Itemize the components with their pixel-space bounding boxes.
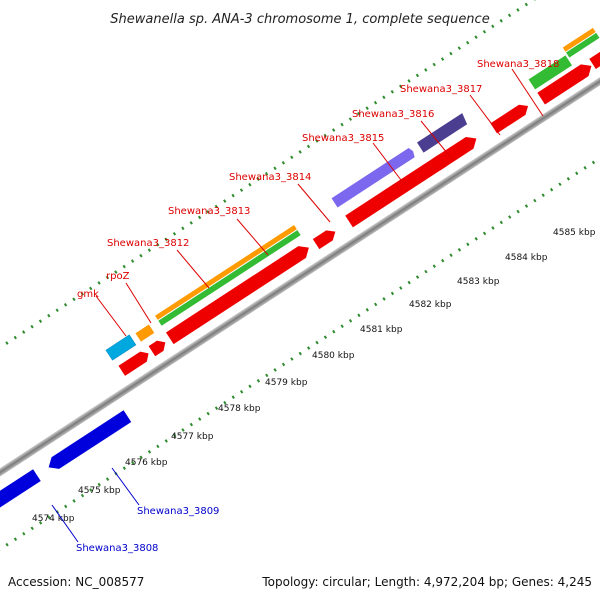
forward-gene-labels: gmk rpoZ Shewana3_3812 Shewana3_3813 She… — [77, 59, 559, 337]
gene-rpoz-orange[interactable] — [135, 324, 155, 342]
leader-rpoz — [125, 282, 152, 324]
tick-label: 4575 kbp — [78, 486, 121, 496]
leader-3816 — [420, 120, 453, 160]
tick-labels: 4574 kbp 4575 kbp 4576 kbp 4577 kbp 4578… — [32, 228, 596, 524]
cds-3816[interactable] — [490, 101, 531, 134]
label-3812[interactable]: Shewana3_3812 — [107, 238, 189, 249]
cds-3814[interactable] — [345, 150, 453, 228]
label-3814[interactable]: Shewana3_3814 — [229, 172, 311, 183]
tick-label: 4584 kbp — [505, 253, 548, 263]
tick-label: 4581 kbp — [360, 325, 403, 335]
reverse-genes — [0, 410, 132, 516]
gene-3814-purple[interactable] — [331, 147, 417, 208]
cds-3812[interactable] — [165, 242, 313, 345]
label-3818[interactable]: Shewana3_3818 — [477, 59, 559, 70]
topology-text: Topology: circular; Length: 4,972,204 bp… — [261, 575, 592, 589]
tick-label: 4577 kbp — [171, 432, 214, 442]
cds-3817[interactable] — [537, 60, 595, 105]
tick-label: 4583 kbp — [457, 277, 500, 287]
leader-gmk — [95, 295, 127, 337]
leader-3814 — [297, 183, 331, 223]
label-3816[interactable]: Shewana3_3816 — [352, 109, 434, 120]
tick-label: 4578 kbp — [218, 404, 261, 414]
tick-label: 4579 kbp — [265, 378, 308, 388]
tick-label: 4576 kbp — [125, 458, 168, 468]
cds-gmk[interactable] — [118, 348, 151, 376]
label-3808[interactable]: Shewana3_3808 — [76, 543, 158, 554]
cds-rpoz[interactable] — [148, 337, 169, 357]
leader-3817 — [469, 94, 501, 136]
leader-3809 — [111, 467, 140, 506]
cds-3808[interactable] — [0, 469, 41, 516]
leader-3818 — [511, 68, 544, 117]
gene-gmk[interactable] — [105, 334, 137, 361]
gene-3815-indigo[interactable] — [417, 113, 469, 153]
gene-3812-green[interactable] — [158, 230, 301, 326]
tick-label: 4582 kbp — [409, 300, 452, 310]
tick-label: 4580 kbp — [312, 351, 355, 361]
gene-3812-orange[interactable] — [155, 225, 297, 320]
label-3809[interactable]: Shewana3_3809 — [137, 506, 219, 517]
label-3813[interactable]: Shewana3_3813 — [168, 206, 250, 217]
gene-3818-orange[interactable] — [562, 27, 596, 52]
label-rpoz[interactable]: rpoZ — [106, 271, 130, 282]
leader-3812 — [176, 249, 210, 289]
leader-3815 — [372, 142, 405, 185]
cds-3815[interactable] — [432, 133, 480, 171]
leader-3813 — [236, 218, 269, 256]
label-gmk[interactable]: gmk — [77, 289, 99, 300]
cds-3818[interactable] — [589, 40, 600, 69]
gene-3817-green[interactable] — [528, 55, 573, 90]
chromosome-backbone — [0, 51, 600, 516]
diagram-rotated — [0, 0, 600, 569]
gene-3818-green[interactable] — [566, 32, 600, 58]
reverse-gene-labels: Shewana3_3808 Shewana3_3809 — [51, 467, 219, 554]
forward-genes — [105, 27, 600, 376]
tick-label: 4574 kbp — [32, 514, 75, 524]
cds-3809[interactable] — [45, 410, 132, 473]
label-3817[interactable]: Shewana3_3817 — [400, 84, 482, 95]
cds-3813[interactable] — [312, 227, 339, 250]
leader-3808 — [51, 504, 79, 543]
outer-dot-ring — [0, 0, 585, 427]
label-3815[interactable]: Shewana3_3815 — [302, 133, 384, 144]
accession-text: Accession: NC_008577 — [8, 575, 144, 589]
map-title: Shewanella sp. ANA-3 chromosome 1, compl… — [110, 12, 489, 27]
outer-tick-ring — [0, 0, 585, 427]
tick-label: 4585 kbp — [553, 228, 596, 238]
